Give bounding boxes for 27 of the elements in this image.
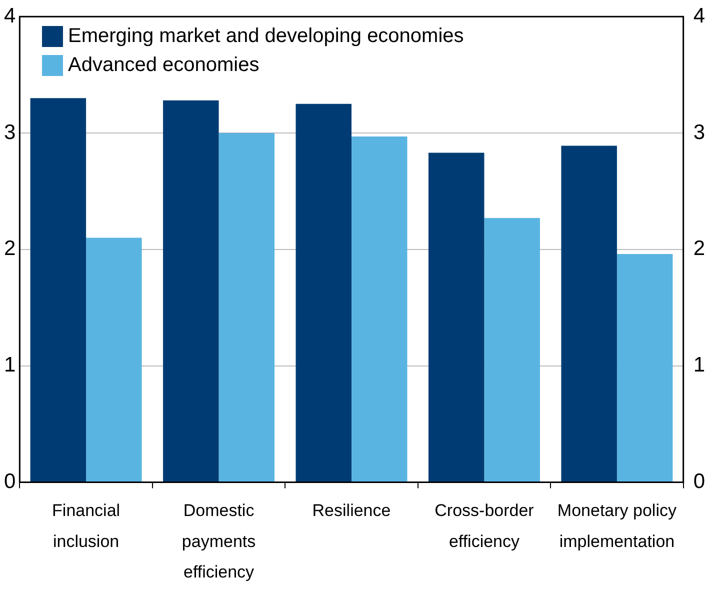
- y-tick-label: 4: [4, 4, 16, 28]
- x-tick-label: Domestic payments efficiency: [182, 501, 256, 582]
- legend-label: Emerging market and developing economies: [68, 25, 464, 48]
- bar: [86, 238, 142, 482]
- bar: [163, 100, 219, 482]
- y2-tick-label: 0: [693, 470, 706, 493]
- y2-tick-label: 3: [693, 120, 706, 144]
- y2-tick-label: 1: [693, 354, 706, 377]
- x-tick-label: Financial inclusion: [52, 501, 120, 551]
- bar: [616, 254, 673, 482]
- bar: [352, 136, 408, 482]
- x-tick-label: Resilience: [312, 501, 391, 520]
- x-tick-label: Cross-border efficiency: [434, 501, 534, 551]
- bar: [30, 98, 86, 482]
- bar: [218, 133, 275, 482]
- legend-label: Advanced economies: [68, 54, 260, 77]
- y2-tick-label: 2: [693, 237, 706, 260]
- bar: [428, 152, 484, 482]
- y-tick-label: 3: [4, 120, 16, 144]
- y-tick-label: 1: [4, 354, 16, 377]
- y-tick-label: 0: [4, 470, 16, 493]
- y-tick-label: 2: [4, 237, 16, 260]
- bar: [296, 104, 352, 482]
- x-tick-label: Monetary policy implementation: [557, 501, 677, 551]
- bar: [484, 218, 540, 482]
- bar: [561, 146, 617, 482]
- y2-tick-label: 4: [693, 4, 706, 28]
